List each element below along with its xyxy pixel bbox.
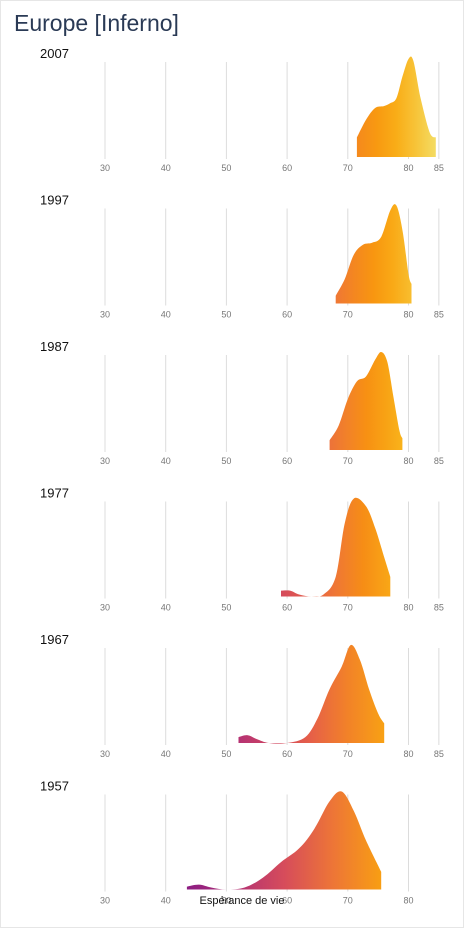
year-label: 1977 (40, 486, 69, 501)
tick-label: 60 (282, 163, 292, 173)
tick-label: 80 (403, 896, 413, 906)
tick-label: 80 (403, 603, 413, 613)
tick-label: 85 (434, 163, 444, 173)
tick-label: 80 (403, 163, 413, 173)
year-label: 1997 (40, 193, 69, 208)
tick-label: 50 (221, 456, 231, 466)
panel-1967: 1967 30 40 50 60 70 80 85 (40, 632, 444, 759)
year-label: 2007 (40, 46, 69, 61)
tick-label: 40 (161, 749, 171, 759)
tick-label: 80 (403, 456, 413, 466)
tick-label: 50 (221, 163, 231, 173)
density-area-1957 (186, 791, 382, 890)
tick-label: 30 (100, 163, 110, 173)
tick-label: 30 (100, 896, 110, 906)
tick-label: 70 (343, 310, 353, 320)
tick-label: 50 (221, 603, 231, 613)
density-area-1987 (329, 351, 403, 450)
tick-label: 50 (221, 896, 231, 906)
density-area-1967 (238, 644, 385, 744)
tick-label: 70 (343, 456, 353, 466)
tick-label: 30 (100, 603, 110, 613)
panel-1997: 1997 30 40 50 60 70 80 85 (40, 193, 444, 320)
tick-label: 70 (343, 163, 353, 173)
panel-1987: 1987 30 40 50 60 70 80 85 (40, 339, 444, 466)
tick-label: 60 (282, 603, 292, 613)
tick-label: 85 (434, 456, 444, 466)
tick-label: 40 (161, 456, 171, 466)
tick-label: 60 (282, 310, 292, 320)
chart-title: Europe [Inferno] (14, 10, 179, 36)
tick-label: 50 (221, 749, 231, 759)
tick-label: 30 (100, 456, 110, 466)
panel-1977: 1977 30 40 50 60 70 80 85 (40, 486, 444, 613)
density-area-1997 (335, 204, 412, 304)
tick-label: 85 (434, 603, 444, 613)
tick-label: 70 (343, 749, 353, 759)
tick-label: 80 (403, 749, 413, 759)
year-label: 1957 (40, 779, 69, 794)
tick-label: 40 (161, 163, 171, 173)
density-area-2007 (356, 56, 436, 157)
tick-label: 85 (434, 749, 444, 759)
tick-label: 40 (161, 310, 171, 320)
tick-label: 40 (161, 603, 171, 613)
tick-label: 85 (434, 310, 444, 320)
tick-label: 30 (100, 310, 110, 320)
year-label: 1967 (40, 632, 69, 647)
tick-label: 70 (343, 896, 353, 906)
panel-2007: 2007 30 40 50 60 70 80 85 (40, 46, 444, 173)
tick-label: 60 (282, 749, 292, 759)
tick-label: 40 (161, 896, 171, 906)
tick-label: 50 (221, 310, 231, 320)
panel-1957: 1957 30 40 50 60 70 80 (40, 779, 414, 906)
tick-label: 60 (282, 896, 292, 906)
tick-label: 60 (282, 456, 292, 466)
tick-label: 70 (343, 603, 353, 613)
year-label: 1987 (40, 339, 69, 354)
density-area-1977 (281, 497, 391, 597)
tick-label: 30 (100, 749, 110, 759)
x-axis-label: Espérance de vie (199, 895, 285, 907)
tick-label: 80 (403, 310, 413, 320)
